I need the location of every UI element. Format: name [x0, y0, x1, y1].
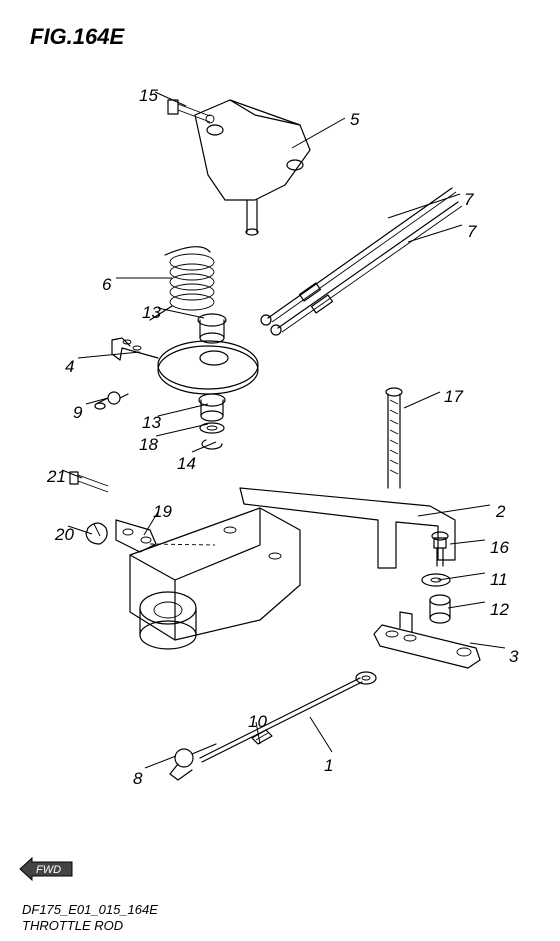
- part-3-lever-arm: [374, 612, 480, 668]
- callout-10: 10: [248, 712, 267, 732]
- callout-8: 8: [133, 769, 142, 789]
- part-2-bracket: [130, 488, 455, 649]
- part-18-washer: [200, 423, 224, 433]
- callout-17: 17: [444, 387, 463, 407]
- part-5-bracket: [195, 100, 310, 235]
- callout-11: 11: [490, 570, 508, 590]
- footer-line2: THROTTLE ROD: [22, 918, 123, 935]
- footer-line1: DF175_E01_015_164E: [22, 902, 158, 919]
- callout-5: 5: [350, 110, 359, 130]
- part-4-drum: [112, 338, 258, 394]
- diagram-canvas: [0, 0, 560, 941]
- callout-16: 16: [490, 538, 509, 558]
- callout-3: 3: [509, 647, 518, 667]
- fwd-label: FWD: [36, 864, 61, 876]
- part-10-nut: [252, 730, 272, 744]
- callout-13: 13: [142, 413, 161, 433]
- callout-19: 19: [153, 502, 172, 522]
- callout-15: 15: [139, 86, 158, 106]
- callout-2: 2: [496, 502, 505, 522]
- part-7-cables: [261, 188, 462, 335]
- callout-6: 6: [102, 275, 111, 295]
- callout-7: 7: [464, 190, 473, 210]
- part-15-bolt: [168, 100, 214, 123]
- callout-12: 12: [490, 600, 509, 620]
- callout-9: 9: [73, 403, 82, 423]
- part-14-eclip: [202, 440, 222, 449]
- callout-7: 7: [467, 222, 476, 242]
- callout-1: 1: [324, 756, 333, 776]
- callout-4: 4: [65, 357, 74, 377]
- fwd-badge: FWD: [18, 855, 74, 883]
- part-11-washer: [422, 574, 450, 586]
- part-1-rod: [200, 672, 376, 762]
- part-8-ball-joint: [170, 744, 216, 780]
- part-12-spacer: [430, 595, 450, 623]
- part-16-bolt: [432, 532, 448, 566]
- callout-20: 20: [55, 525, 74, 545]
- part-13-bushing-lower: [199, 394, 225, 421]
- callout-13: 13: [142, 303, 161, 323]
- part-17-bolt: [386, 388, 402, 488]
- callout-21: 21: [47, 467, 66, 487]
- callout-18: 18: [139, 435, 158, 455]
- part-13-bushing-upper: [198, 314, 226, 343]
- leader-lines: [62, 92, 505, 768]
- callout-14: 14: [177, 454, 196, 474]
